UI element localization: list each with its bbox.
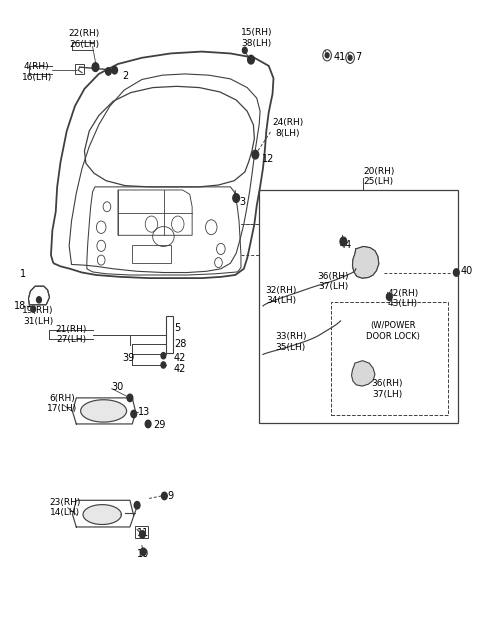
Text: 11: 11	[137, 527, 149, 537]
Text: 33(RH)
35(LH): 33(RH) 35(LH)	[275, 332, 307, 351]
Bar	[135, 526, 148, 537]
Text: 2: 2	[123, 72, 129, 81]
Text: 12: 12	[262, 154, 274, 164]
Text: 21(RH)
27(LH): 21(RH) 27(LH)	[56, 325, 87, 345]
Circle shape	[248, 55, 254, 64]
Text: (W/POWER
DOOR LOCK): (W/POWER DOOR LOCK)	[366, 321, 420, 341]
Circle shape	[386, 293, 392, 300]
Text: 28: 28	[174, 339, 186, 349]
Circle shape	[340, 237, 347, 246]
Polygon shape	[81, 400, 127, 422]
Text: 19(RH)
31(LH): 19(RH) 31(LH)	[22, 306, 54, 326]
Circle shape	[454, 269, 459, 276]
Polygon shape	[352, 246, 379, 278]
Circle shape	[348, 55, 352, 60]
Circle shape	[141, 548, 146, 555]
Text: 4(RH)
16(LH): 4(RH) 16(LH)	[22, 62, 52, 81]
Text: 22(RH)
26(LH): 22(RH) 26(LH)	[69, 29, 100, 49]
Text: 40: 40	[460, 266, 472, 276]
Circle shape	[134, 501, 140, 509]
Text: 41: 41	[333, 52, 346, 62]
Text: 15(RH)
38(LH): 15(RH) 38(LH)	[241, 28, 273, 48]
Circle shape	[127, 394, 133, 402]
Text: 24(RH)
8(LH): 24(RH) 8(LH)	[272, 118, 303, 137]
Text: 9: 9	[167, 491, 173, 501]
Text: 44: 44	[339, 239, 351, 249]
Text: 42: 42	[174, 353, 186, 363]
Circle shape	[112, 67, 118, 74]
Circle shape	[252, 151, 259, 159]
Bar	[331, 302, 448, 415]
Circle shape	[233, 193, 240, 202]
Text: 20(RH)
25(LH): 20(RH) 25(LH)	[363, 167, 395, 186]
Circle shape	[106, 68, 111, 75]
Text: 42(RH)
43(LH): 42(RH) 43(LH)	[387, 289, 419, 309]
Text: 29: 29	[153, 420, 165, 430]
Bar	[75, 64, 84, 74]
Circle shape	[131, 411, 137, 418]
Circle shape	[161, 492, 167, 499]
Circle shape	[140, 531, 145, 538]
Text: 1: 1	[20, 269, 26, 279]
Text: 5: 5	[174, 323, 180, 333]
Circle shape	[242, 47, 247, 53]
Text: 23(RH)
14(LH): 23(RH) 14(LH)	[49, 498, 81, 518]
Text: 7: 7	[355, 52, 361, 62]
Text: 39: 39	[123, 353, 135, 363]
Text: 10: 10	[137, 549, 149, 559]
Text: 32(RH)
34(LH): 32(RH) 34(LH)	[265, 285, 297, 305]
Text: 18: 18	[13, 301, 26, 311]
Text: 3: 3	[239, 197, 245, 207]
Polygon shape	[351, 361, 375, 386]
Text: 36(RH)
37(LH): 36(RH) 37(LH)	[318, 272, 349, 291]
Bar	[166, 316, 173, 353]
Circle shape	[325, 53, 329, 58]
Polygon shape	[83, 504, 121, 524]
Circle shape	[161, 353, 166, 359]
Text: 6(RH)
17(LH): 6(RH) 17(LH)	[47, 394, 77, 413]
Circle shape	[161, 362, 166, 368]
Circle shape	[31, 306, 36, 312]
Circle shape	[92, 63, 99, 72]
Text: 36(RH)
37(LH): 36(RH) 37(LH)	[372, 379, 403, 399]
Text: 13: 13	[138, 407, 150, 417]
Circle shape	[36, 297, 41, 303]
Bar	[132, 245, 170, 262]
Text: 42: 42	[174, 364, 186, 374]
Text: 30: 30	[112, 382, 124, 392]
Bar	[259, 190, 458, 423]
Circle shape	[145, 420, 151, 428]
